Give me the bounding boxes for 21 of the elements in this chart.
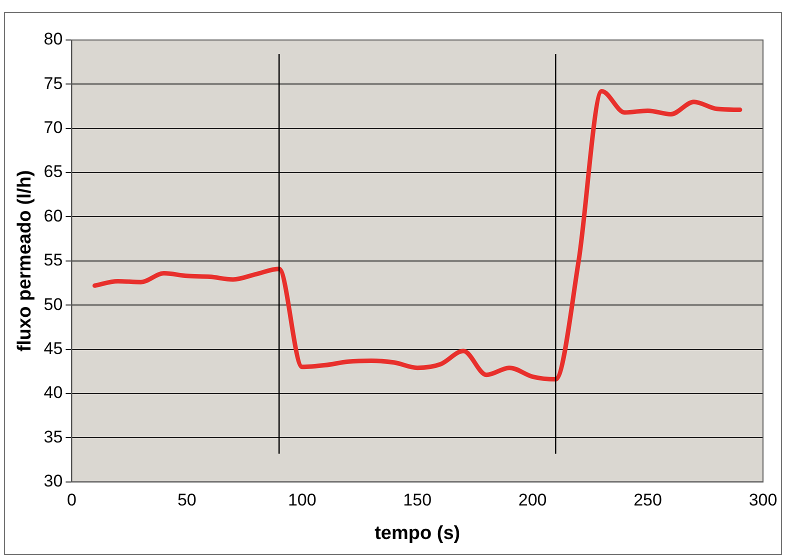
y-tick-label: 55 [44,250,63,270]
x-tick-label: 150 [403,490,432,510]
y-tick-label: 60 [44,206,63,226]
y-tick-label: 45 [44,338,63,358]
x-tick-label: 0 [66,490,76,510]
x-tick-label: 100 [288,490,316,510]
y-tick-label: 75 [44,74,63,93]
x-tick-label: 250 [634,490,662,510]
y-tick-label: 80 [44,30,63,49]
y-tick-label: 65 [44,162,63,182]
y-tick-label: 70 [44,118,63,138]
x-tick-label: 200 [518,490,547,510]
x-tick-label: 300 [748,490,778,510]
y-axis-title: fluxo permeado (l/h) [14,170,36,352]
x-axis-title: tempo (s) [374,522,460,544]
y-tick-label: 35 [44,427,63,446]
y-tick-label: 50 [44,294,63,314]
y-tick-label: 40 [44,383,63,402]
x-tick-label: 50 [177,490,196,510]
y-tick-label: 30 [44,471,63,490]
line-series [92,89,742,382]
